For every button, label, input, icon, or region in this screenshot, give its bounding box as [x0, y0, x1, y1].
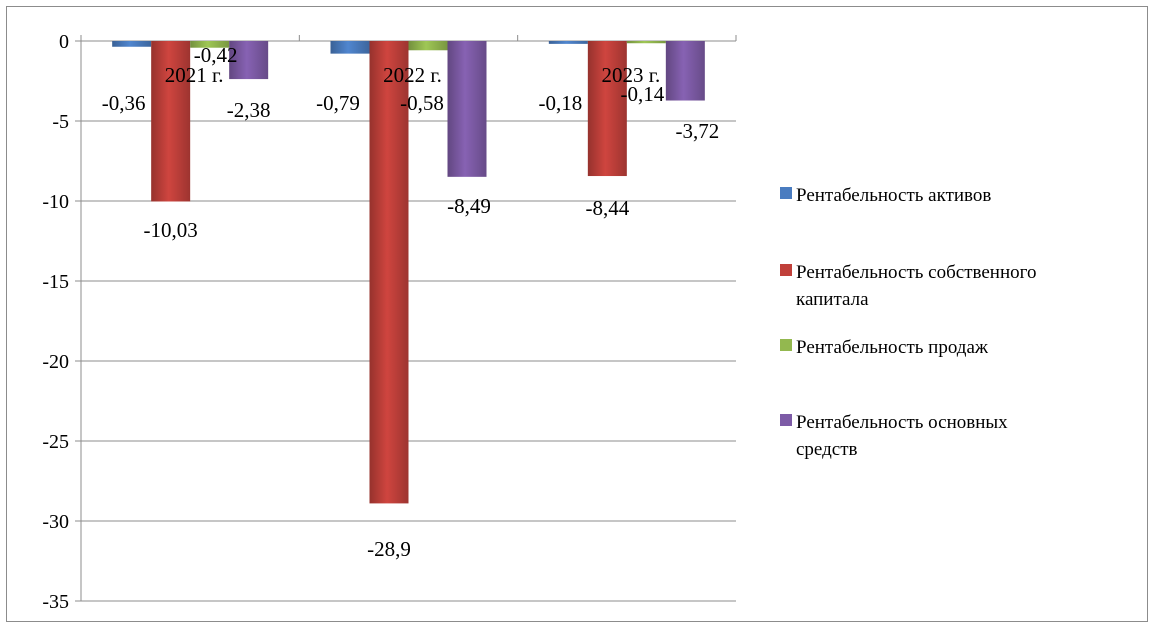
- data-label: -10,03: [144, 218, 198, 242]
- data-label: -8,49: [447, 194, 491, 218]
- bar-2-3: [587, 41, 627, 177]
- data-label: -0,42: [194, 43, 238, 67]
- legend-label: Рентабельность собственного: [796, 262, 1036, 283]
- data-label: -28,9: [367, 537, 411, 561]
- bars: [112, 41, 705, 504]
- bar-1-3: [548, 41, 588, 44]
- y-tick-label: -15: [42, 271, 69, 293]
- data-label: -0,79: [316, 91, 360, 115]
- bar-3-3: [626, 41, 666, 44]
- bar-4-1: [229, 41, 269, 80]
- legend-label: средств: [796, 439, 858, 460]
- data-label: -8,44: [585, 196, 629, 220]
- data-label: -0,14: [620, 82, 664, 106]
- y-tick-label: -30: [42, 511, 69, 533]
- category-label: 2023 г.: [601, 63, 660, 87]
- bar-3-1: [190, 41, 230, 48]
- y-tick-label: 0: [59, 31, 69, 53]
- legend-label: капитала: [796, 289, 869, 310]
- legend-label: Рентабельность продаж: [796, 337, 989, 358]
- legend-swatch-1: [780, 187, 792, 199]
- y-tick-label: -25: [42, 431, 69, 453]
- data-label: -0,58: [400, 91, 444, 115]
- bar-3-2: [408, 41, 448, 51]
- legend-label: Рентабельность активов: [796, 185, 991, 206]
- y-tick-label: -5: [52, 111, 69, 133]
- bar-1-2: [330, 41, 370, 54]
- bar-1-1: [112, 41, 152, 47]
- data-label: -0,18: [538, 91, 582, 115]
- bar-4-2: [447, 41, 487, 177]
- legend-swatch-4: [780, 414, 792, 426]
- data-label: -2,38: [227, 98, 271, 122]
- legend: Рентабельность активов Рентабельность соб…: [780, 185, 1036, 460]
- data-label: -0,36: [102, 91, 146, 115]
- chart-frame: [6, 6, 1148, 622]
- y-tick-label: -20: [42, 351, 69, 373]
- legend-swatch-2: [780, 264, 792, 276]
- axes: 0 -5 -10 -15 -20 -25 -30 -35: [42, 31, 737, 613]
- y-tick-label: -35: [42, 591, 69, 613]
- legend-label: Рентабельность основных: [796, 412, 1008, 433]
- bar-2-1: [151, 41, 191, 202]
- data-label: -3,72: [675, 119, 719, 143]
- bar-4-3: [665, 41, 705, 101]
- bar-2-2: [369, 41, 409, 504]
- y-tick-label: -10: [42, 191, 69, 213]
- category-label: 2021 г.: [165, 63, 224, 87]
- legend-swatch-3: [780, 339, 792, 351]
- category-label: 2022 г.: [383, 63, 442, 87]
